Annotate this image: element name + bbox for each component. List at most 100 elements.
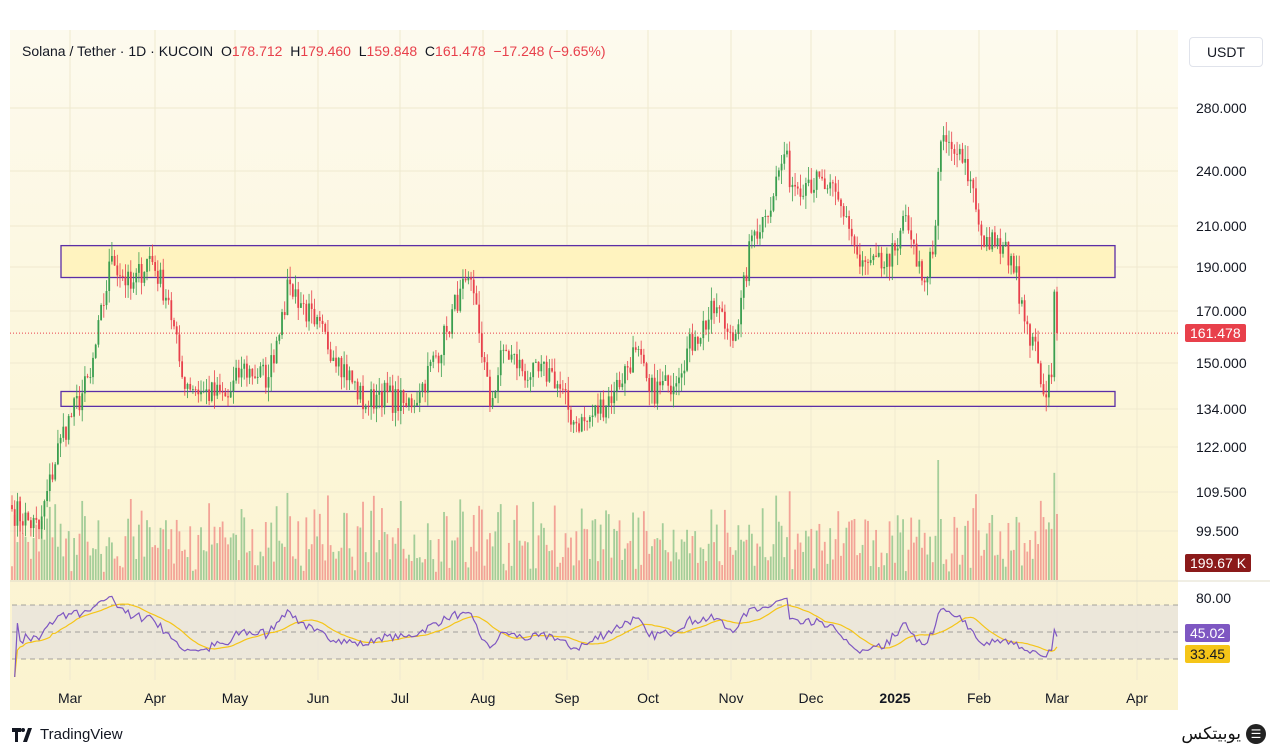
candle-body <box>840 199 842 207</box>
candle-body <box>378 391 381 395</box>
candle-body <box>313 308 316 325</box>
tradingview-logo[interactable]: TradingView <box>12 726 123 743</box>
volume-bar <box>553 505 556 580</box>
candle-body <box>988 237 991 250</box>
volume-bar <box>629 540 632 580</box>
candle-body <box>167 297 170 301</box>
volume-bar <box>59 523 62 580</box>
volume-bar <box>421 562 424 580</box>
volume-bar <box>297 521 300 580</box>
candle-body <box>186 383 189 389</box>
volume-bar <box>459 499 462 580</box>
brand-icon: ☰ <box>1246 724 1266 744</box>
candle-body <box>119 275 121 277</box>
candle-body <box>507 350 510 360</box>
volume-bar <box>518 540 521 580</box>
volume-bar <box>834 539 837 580</box>
volume-bar <box>310 544 313 580</box>
candle-body <box>705 320 707 330</box>
volume-bar <box>429 540 432 580</box>
candle-body <box>483 357 486 363</box>
candle-body <box>410 398 413 408</box>
candle-body <box>494 391 497 398</box>
volume-bar <box>513 519 516 580</box>
candle-body <box>750 235 753 242</box>
candle-body <box>858 254 861 267</box>
volume-bar <box>648 553 651 580</box>
volume-bar <box>664 550 667 580</box>
candle-body <box>108 261 111 292</box>
volume-bar <box>381 508 383 580</box>
candle-body <box>59 437 62 444</box>
volume-bar <box>721 565 724 580</box>
candle-body <box>1010 255 1012 266</box>
volume-bar <box>818 523 821 580</box>
candle-body <box>200 391 202 395</box>
price-axis[interactable] <box>1178 30 1270 710</box>
candle-body <box>629 367 632 373</box>
volume-bar <box>416 558 418 580</box>
candle-body <box>305 303 308 322</box>
candle-body <box>1050 374 1053 378</box>
time-axis-label: Jun <box>306 690 330 706</box>
volume-bar <box>21 533 24 580</box>
currency-button[interactable]: USDT <box>1189 37 1263 67</box>
candle-body <box>256 376 259 378</box>
last-price-tag: 161.478 <box>1185 324 1246 342</box>
candle-body <box>534 361 537 363</box>
volume-bar <box>283 546 286 580</box>
volume-bar <box>718 561 721 580</box>
volume-bar <box>121 567 124 580</box>
volume-bar <box>713 542 715 580</box>
volume-bar <box>348 548 351 580</box>
rsi-band <box>12 605 1178 659</box>
candle-body <box>1056 291 1058 334</box>
price-axis-label: 280.000 <box>1196 100 1247 116</box>
volume-bar <box>424 559 427 580</box>
candle-body <box>561 388 564 390</box>
price-axis-label: 99.500 <box>1196 523 1239 539</box>
volume-bar <box>759 546 761 580</box>
candle-body <box>448 331 451 334</box>
candle-body <box>254 376 256 378</box>
candle-body <box>624 366 626 384</box>
volume-bar <box>65 538 67 580</box>
volume-bar <box>575 531 578 580</box>
candle-body <box>19 501 22 522</box>
candle-body <box>497 375 499 392</box>
candle-body <box>1045 394 1048 398</box>
volume-bar <box>251 529 254 580</box>
candle-body <box>877 252 880 257</box>
volume-bar <box>397 528 400 580</box>
candle-body <box>726 328 729 332</box>
volume-bar <box>732 554 734 580</box>
candle-body <box>626 366 629 368</box>
volume-bar <box>499 504 502 580</box>
volume-bar <box>483 565 486 580</box>
volume-bar <box>54 504 57 580</box>
volume-bar <box>308 549 310 580</box>
price-axis-label: 109.500 <box>1196 484 1247 500</box>
volume-bar <box>275 506 278 580</box>
open-value: 178.712 <box>231 43 283 59</box>
chart-area[interactable] <box>10 30 1178 710</box>
volume-bar <box>108 537 111 580</box>
volume-bar <box>956 527 958 580</box>
volume-bar <box>948 571 950 580</box>
candle-body <box>934 225 937 255</box>
time-axis-label: Mar <box>1044 690 1070 706</box>
volume-bar <box>51 537 54 580</box>
rsi-line <box>14 595 1058 678</box>
candle-body <box>780 163 783 171</box>
candle-body <box>939 141 942 172</box>
volume-bar <box>491 546 494 580</box>
volume-bar <box>259 551 262 580</box>
candle-body <box>961 148 964 163</box>
candle-body <box>337 357 340 367</box>
time-axis-label: Nov <box>718 690 744 706</box>
volume-bar <box>564 533 567 580</box>
time-axis-label: Oct <box>637 690 659 706</box>
candle-body <box>440 355 443 364</box>
candle-body <box>435 355 437 357</box>
candle-body <box>316 316 319 325</box>
